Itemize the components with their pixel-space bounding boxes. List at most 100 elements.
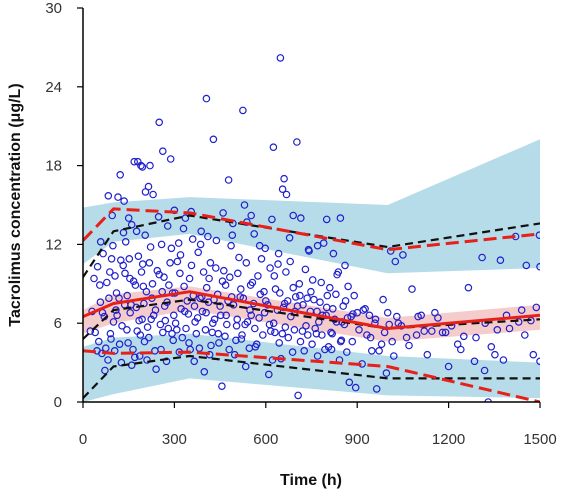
observed-point (423, 350, 432, 359)
observed-point (164, 324, 173, 333)
observed-point (212, 236, 221, 245)
observed-point (134, 252, 143, 261)
observed-point (286, 312, 295, 321)
observed-point (193, 314, 202, 322)
observed-point (132, 227, 141, 236)
observed-point (176, 269, 184, 278)
observed-point (251, 324, 259, 333)
y-axis-title: Tacrolimus concentration (μg/L) (7, 83, 24, 326)
observed-point (178, 333, 187, 342)
observed-point (115, 340, 124, 349)
observed-point (173, 257, 182, 266)
observed-point (206, 258, 215, 267)
observed-point (222, 311, 231, 320)
observed-point (459, 332, 468, 341)
observed-point (371, 315, 380, 324)
observed-point (412, 331, 421, 339)
observed-point (106, 329, 115, 338)
observed-point (377, 340, 386, 349)
observed-point (202, 308, 210, 317)
observed-point (214, 329, 223, 338)
observed-point (188, 235, 197, 243)
observed-point (95, 337, 103, 346)
observed-point (247, 211, 256, 220)
observed-point (210, 315, 219, 324)
observed-point (408, 285, 416, 293)
observed-point (126, 274, 134, 283)
observed-point (301, 265, 310, 274)
observed-point (325, 283, 334, 292)
line-observed-median (83, 290, 540, 330)
observed-point (341, 261, 349, 270)
y-tick-label: 0 (54, 394, 62, 411)
observed-point (216, 302, 224, 310)
observed-point (118, 321, 126, 330)
observed-point (209, 135, 218, 144)
observed-point (522, 261, 531, 270)
observed-point (327, 328, 335, 337)
observed-point (464, 283, 473, 292)
observed-point (200, 367, 209, 376)
observed-point (191, 318, 199, 326)
observed-point (145, 333, 153, 342)
observed-point (197, 227, 206, 236)
observed-point (270, 272, 279, 280)
observed-point (121, 269, 129, 278)
observed-point (399, 251, 407, 259)
observed-point (215, 339, 223, 347)
observed-point (480, 366, 489, 375)
observed-point (218, 277, 227, 286)
observed-point (143, 323, 152, 331)
observed-point (285, 234, 294, 242)
observed-point (336, 214, 345, 222)
observed-point (109, 318, 118, 326)
observed-point (427, 327, 436, 335)
observed-point (392, 312, 401, 321)
y-tick-label: 6 (54, 315, 62, 332)
observed-point (382, 369, 391, 377)
observed-point (190, 357, 199, 366)
observed-point (349, 310, 357, 318)
observed-point (317, 278, 326, 287)
line-observed-lower (83, 349, 540, 402)
observed-point (232, 336, 240, 345)
observed-point (183, 297, 192, 305)
observed-point (402, 333, 411, 342)
observed-point (487, 342, 496, 351)
observed-point (91, 328, 100, 337)
observed-point (196, 240, 205, 249)
observed-point (303, 331, 312, 339)
observed-point (127, 220, 136, 229)
observed-point (274, 249, 283, 258)
observed-point (117, 256, 125, 265)
x-tick-label: 300 (162, 431, 187, 448)
observed-point (117, 358, 126, 367)
observed-point (141, 231, 150, 240)
observed-point (90, 274, 98, 283)
observed-point (323, 291, 332, 300)
observed-point (180, 282, 188, 291)
observed-point (299, 300, 307, 309)
observed-point (161, 316, 170, 325)
observed-point (135, 316, 143, 325)
observed-point (438, 328, 447, 337)
observed-point (282, 190, 291, 199)
observed-point (288, 348, 297, 356)
observed-point (131, 353, 139, 362)
observed-point (302, 321, 310, 330)
observed-point (312, 329, 321, 338)
observed-point (261, 297, 270, 305)
observed-point (298, 327, 307, 335)
observed-point (207, 341, 215, 350)
observed-point (216, 311, 225, 320)
observed-point (201, 325, 210, 334)
observed-point (133, 327, 142, 335)
observed-point (227, 241, 235, 250)
observed-point (109, 241, 117, 250)
observed-point (121, 238, 130, 246)
observed-point (223, 320, 231, 329)
x-tick-label: 600 (253, 431, 278, 448)
observed-point (414, 312, 422, 321)
observed-point (431, 308, 439, 317)
observed-point (441, 328, 450, 337)
